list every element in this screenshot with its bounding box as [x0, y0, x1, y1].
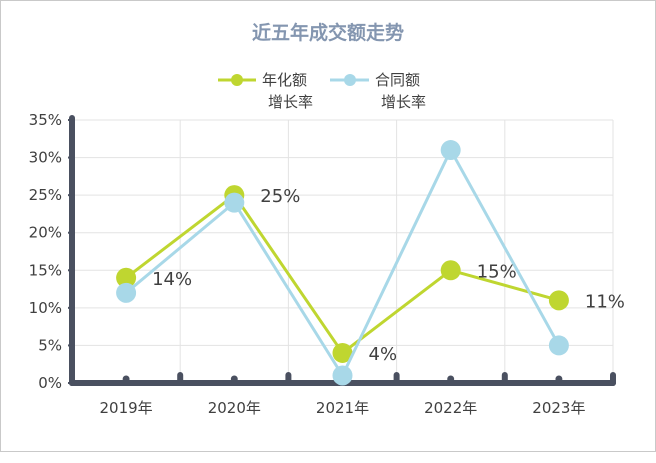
data-label: 15%: [477, 261, 517, 282]
series-point-1: [116, 282, 137, 303]
x-axis-ticks: 2019年 2020年 2021年 2022年 2023年: [100, 399, 586, 417]
chart-frame: [0, 0, 656, 452]
x-tick-label: 2020年: [208, 399, 261, 417]
x-tick-label: 2023年: [532, 399, 585, 417]
data-label: 4%: [369, 344, 398, 365]
x-center-tick: [122, 375, 130, 383]
y-tick-label: 0%: [38, 374, 62, 392]
legend-label-annual-line1: 年化额: [262, 71, 307, 89]
y-tick-label: 5%: [38, 336, 62, 354]
data-label: 14%: [152, 269, 192, 290]
x-tick-label: 2022年: [424, 399, 477, 417]
x-tick-label: 2019年: [100, 399, 153, 417]
series-point-1: [332, 365, 353, 386]
legend-label-contract-line1: 合同额: [375, 71, 420, 89]
series-point-1: [548, 335, 569, 356]
y-tick-label: 15%: [29, 261, 62, 279]
data-label: 25%: [260, 186, 300, 207]
legend-marker-contract: [344, 74, 356, 86]
legend: 年化额 增长率 合同额 增长率: [218, 71, 426, 111]
y-tick-label: 10%: [29, 299, 62, 317]
series-point-0: [332, 342, 353, 363]
legend-label-annual-line2: 增长率: [268, 93, 313, 111]
y-tick-label: 35%: [29, 111, 62, 129]
x-center-tick: [555, 375, 563, 383]
series-point-0: [116, 267, 137, 288]
series: [116, 140, 569, 386]
data-labels: 14% 25% 4% 15% 11%: [152, 186, 625, 365]
x-center-tick: [447, 375, 455, 383]
gridlines: [72, 119, 614, 383]
y-tick-label: 25%: [29, 186, 62, 204]
series-point-0: [548, 290, 569, 311]
legend-label-contract-line2: 增长率: [381, 93, 426, 111]
x-tick-label: 2021年: [316, 399, 369, 417]
series-point-0: [440, 260, 461, 281]
data-label: 11%: [585, 291, 625, 312]
chart-title: 近五年成交额走势: [252, 21, 404, 44]
y-axis-ticks: 0% 5% 10% 15% 20% 25% 30% 35%: [29, 111, 62, 392]
series-point-1: [440, 140, 461, 161]
legend-marker-annual: [231, 74, 243, 86]
series-point-1: [224, 192, 245, 213]
y-tick-label: 20%: [29, 224, 62, 242]
y-tick-label: 30%: [29, 149, 62, 167]
x-center-tick: [230, 375, 238, 383]
